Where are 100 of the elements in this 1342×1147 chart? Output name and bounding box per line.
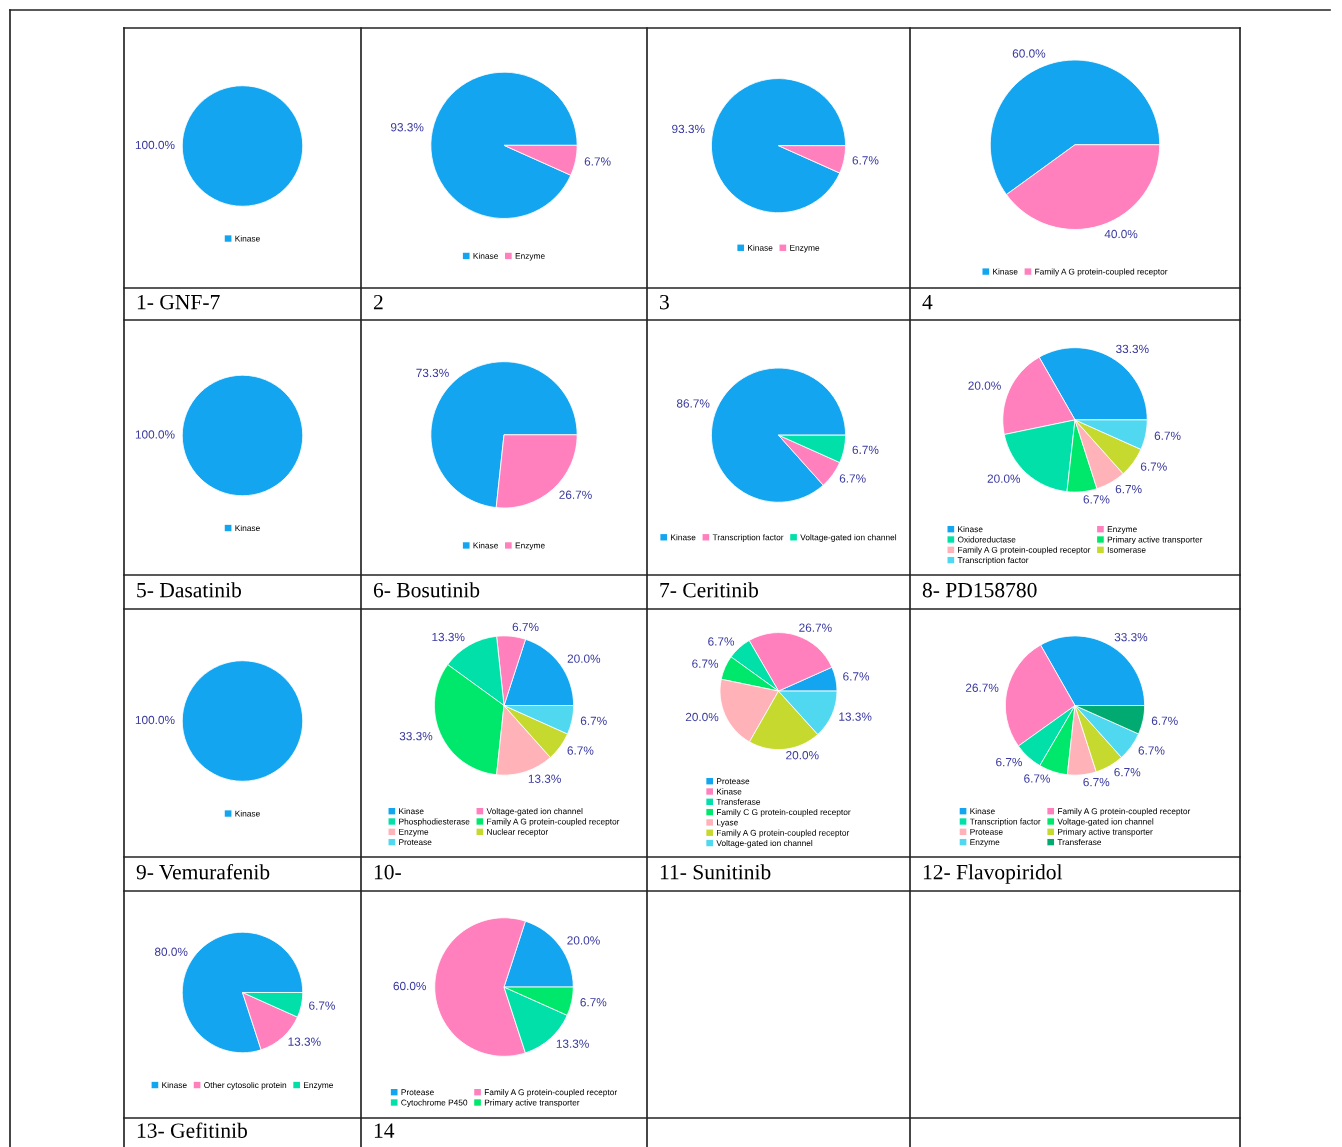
data-label: 73.3% — [416, 368, 449, 378]
text: 13- Gefitinib — [137, 1122, 247, 1138]
legend-label: Family A G protein-coupled receptor — [958, 546, 1091, 555]
legend-label: Oxidoreductase — [957, 536, 1016, 543]
text: 2 — [373, 294, 383, 310]
legend-label: Voltage-gated ion channel — [800, 534, 897, 542]
data-label: 60.0% — [1012, 49, 1046, 58]
data-label: 20.0% — [685, 712, 719, 722]
legend-label: Kinase — [473, 252, 498, 259]
text: 9- Vemurafenib — [136, 864, 270, 880]
data-label: 26.7% — [559, 490, 592, 499]
data-label: 6.7% — [584, 157, 611, 166]
legend-label: Kinase — [970, 808, 995, 815]
legend-label: Lyase — [717, 819, 738, 828]
data-label: 13.3% — [839, 712, 872, 721]
legend-label: Nuclear receptor — [487, 828, 548, 837]
data-label: 6.7% — [580, 716, 607, 725]
data-label: 6.7% — [567, 746, 594, 755]
legend-label: Transcription factor — [712, 534, 784, 542]
legend-label: Kinase — [235, 235, 260, 242]
data-label: 100.0% — [135, 140, 175, 150]
data-label: 6.7% — [1083, 777, 1110, 787]
text: 1- GNF-7 — [137, 294, 220, 310]
legend-label: Protease — [401, 1089, 434, 1096]
data-label: 6.7% — [580, 998, 607, 1007]
data-label: 6.7% — [309, 1001, 335, 1010]
data-label: 6.7% — [512, 622, 539, 632]
text: 11- Sunitinib — [660, 864, 771, 880]
data-label: 20.0% — [786, 751, 819, 760]
legend-label: Other cytosolic protein — [204, 1081, 287, 1090]
data-label: 6.7% — [1115, 484, 1142, 494]
data-label: 6.7% — [1151, 716, 1178, 725]
data-label: 13.3% — [556, 1039, 589, 1048]
legend-label: Enzyme — [790, 244, 820, 253]
legend-label: Cytochrome P450 — [401, 1099, 468, 1108]
legend-label: Family A G protein-coupled receptor — [1058, 808, 1191, 816]
data-label: 33.3% — [1114, 632, 1148, 642]
legend-label: Kinase — [958, 526, 983, 533]
text: 12- Flavopiridol — [923, 864, 1063, 884]
data-label: 26.7% — [799, 623, 832, 632]
legend-label: Voltage-gated ion channel — [486, 808, 583, 816]
legend-label: Kinase — [993, 268, 1018, 275]
data-label: 6.7% — [1154, 431, 1181, 440]
text: 3 — [660, 294, 669, 310]
data-label: 6.7% — [708, 637, 735, 646]
legend-label: Primary active transporter — [1058, 828, 1153, 837]
data-label: 60.0% — [393, 981, 427, 991]
data-label: 6.7% — [1140, 462, 1167, 471]
data-label: 93.3% — [390, 123, 424, 132]
legend-label: Family A G protein-coupled receptor — [1035, 268, 1168, 277]
legend-label: Enzyme — [303, 1082, 334, 1090]
legend-label: Kinase — [717, 788, 742, 795]
data-label: 6.7% — [1138, 746, 1165, 755]
legend-label: Enzyme — [970, 839, 1000, 847]
legend-label: Kinase — [748, 244, 773, 251]
legend-label: Family A G protein-coupled receptor — [717, 829, 850, 838]
data-label: 6.7% — [839, 474, 866, 483]
legend-label: Kinase — [235, 810, 260, 817]
data-label: 40.0% — [1104, 229, 1138, 239]
legend-label: Transcription factor — [957, 556, 1029, 565]
legend-label: Primary active transporter — [484, 1099, 580, 1108]
legend-label: Transferase — [1057, 838, 1102, 846]
data-label: 20.0% — [987, 474, 1021, 483]
data-label: 26.7% — [965, 683, 999, 692]
data-label: 6.7% — [1083, 495, 1110, 504]
text: 4 — [922, 295, 933, 310]
data-label: 20.0% — [567, 654, 601, 663]
legend-label: Transferase — [716, 798, 761, 805]
legend-label: Kinase — [235, 524, 260, 532]
data-label: 93.3% — [672, 124, 705, 134]
legend-label: Family A G protein-coupled receptor — [484, 1089, 618, 1097]
data-label: 13.3% — [528, 774, 561, 783]
text: 14 — [374, 1123, 395, 1138]
data-label: 33.3% — [1116, 344, 1149, 354]
text: 7- Ceritinib — [660, 582, 759, 598]
text: 8- PD158780 — [922, 582, 1037, 598]
data-label: 33.3% — [399, 731, 433, 741]
legend-label: Family C G protein-coupled receptor — [717, 808, 851, 817]
legend-label: Kinase — [162, 1081, 187, 1089]
legend-label: Voltage-gated ion channel — [716, 839, 813, 848]
text: 10- — [374, 864, 401, 880]
data-label: 6.7% — [852, 156, 879, 165]
legend-label: Enzyme — [1107, 526, 1137, 534]
data-label: 80.0% — [154, 947, 188, 956]
data-label: 20.0% — [968, 381, 1001, 390]
data-label: 6.7% — [996, 757, 1022, 767]
data-label: 6.7% — [692, 659, 719, 668]
legend-label: Voltage-gated ion channel — [1057, 818, 1154, 827]
data-label: 13.3% — [288, 1037, 321, 1046]
legend-label: Transcription factor — [969, 818, 1041, 827]
data-label: 13.3% — [432, 632, 465, 642]
legend-label: Primary active transporter — [1107, 536, 1203, 545]
legend-label: Isomerase — [1107, 546, 1146, 553]
data-label: 20.0% — [567, 936, 600, 945]
text: 6- Bosutinib — [373, 582, 480, 598]
legend-label: Kinase — [473, 542, 498, 549]
legend-label: Enzyme — [399, 828, 429, 837]
text: 5- Dasatinib — [137, 582, 241, 598]
data-label: 86.7% — [676, 399, 710, 408]
legend-label: Protease — [399, 839, 432, 846]
